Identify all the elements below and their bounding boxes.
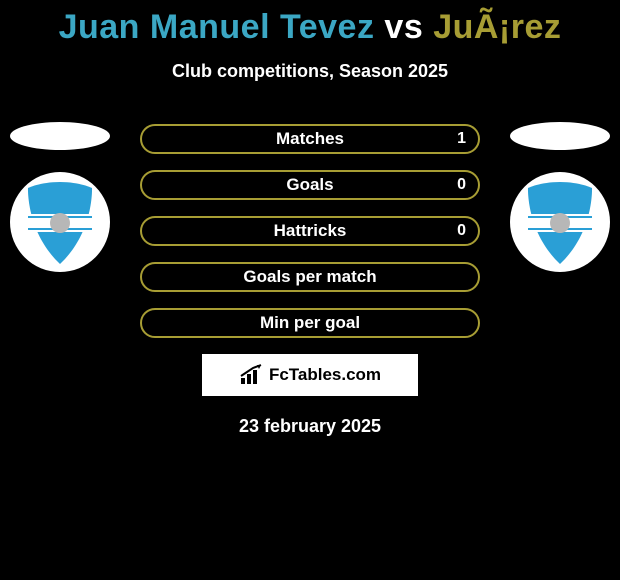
stat-value-right: 1 xyxy=(457,130,466,148)
stats-area: Matches 1 Goals 0 Hattricks 0 Goals per match M… xyxy=(0,124,620,338)
stat-label: Goals per match xyxy=(243,267,376,287)
stat-label: Min per goal xyxy=(260,313,360,333)
stat-value-right: 0 xyxy=(457,222,466,240)
subtitle: Club competitions, Season 2025 xyxy=(0,61,620,82)
stat-row: Goals per match xyxy=(140,262,480,292)
stat-row: Matches 1 xyxy=(140,124,480,154)
stat-value-right: 0 xyxy=(457,176,466,194)
flag-left xyxy=(10,122,110,150)
stat-row: Hattricks 0 xyxy=(140,216,480,246)
stat-row: Goals 0 xyxy=(140,170,480,200)
page-title: Juan Manuel Tevez vs JuÃ¡rez xyxy=(0,8,620,47)
stat-label: Matches xyxy=(276,129,344,149)
player1-name: Juan Manuel Tevez xyxy=(59,8,375,46)
player2-name: JuÃ¡rez xyxy=(433,8,561,46)
club-badge-left xyxy=(10,172,110,272)
shield-icon xyxy=(510,172,610,272)
stat-label: Goals xyxy=(286,175,333,195)
brand-text: FcTables.com xyxy=(269,365,381,385)
stat-row: Min per goal xyxy=(140,308,480,338)
stat-rows: Matches 1 Goals 0 Hattricks 0 Goals per match M… xyxy=(140,124,480,338)
shield-icon xyxy=(10,172,110,272)
club-badge-right xyxy=(510,172,610,272)
comparison-card: Juan Manuel Tevez vs JuÃ¡rez Club compet… xyxy=(0,0,620,437)
flag-right xyxy=(510,122,610,150)
stat-label: Hattricks xyxy=(274,221,347,241)
date-text: 23 february 2025 xyxy=(0,416,620,437)
brand-box: FcTables.com xyxy=(202,354,418,396)
chart-icon xyxy=(239,364,265,386)
vs-text: vs xyxy=(384,8,423,46)
